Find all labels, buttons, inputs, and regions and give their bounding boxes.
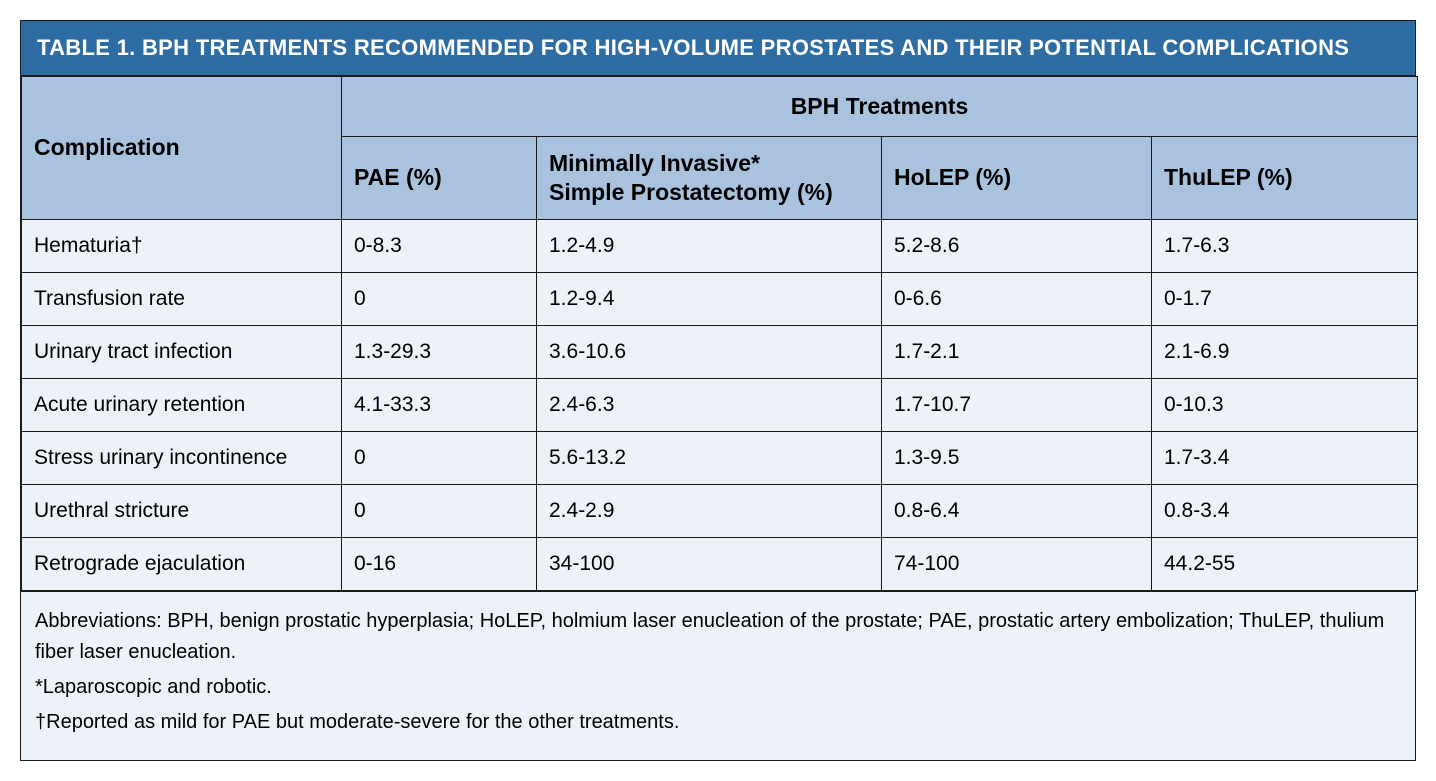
cell-value: 44.2-55 bbox=[1152, 537, 1418, 590]
table-container: TABLE 1. BPH TREATMENTS RECOMMENDED FOR … bbox=[20, 20, 1416, 761]
cell-value: 74-100 bbox=[882, 537, 1152, 590]
cell-value: 0-16 bbox=[342, 537, 537, 590]
header-complication: Complication bbox=[22, 77, 342, 220]
table-row: Stress urinary incontinence 0 5.6-13.2 1… bbox=[22, 431, 1418, 484]
table-body: Hematuria† 0-8.3 1.2-4.9 5.2-8.6 1.7-6.3… bbox=[22, 219, 1418, 590]
header-group-treatments: BPH Treatments bbox=[342, 77, 1418, 137]
table-row: Acute urinary retention 4.1-33.3 2.4-6.3… bbox=[22, 378, 1418, 431]
table-row: Transfusion rate 0 1.2-9.4 0-6.6 0-1.7 bbox=[22, 272, 1418, 325]
header-holep: HoLEP (%) bbox=[882, 137, 1152, 220]
cell-value: 34-100 bbox=[537, 537, 882, 590]
header-misp: Minimally Invasive* Simple Prostatectomy… bbox=[537, 137, 882, 220]
cell-value: 1.7-10.7 bbox=[882, 378, 1152, 431]
cell-value: 0 bbox=[342, 272, 537, 325]
table-row: Urethral stricture 0 2.4-2.9 0.8-6.4 0.8… bbox=[22, 484, 1418, 537]
cell-value: 0.8-6.4 bbox=[882, 484, 1152, 537]
table-row: Hematuria† 0-8.3 1.2-4.9 5.2-8.6 1.7-6.3 bbox=[22, 219, 1418, 272]
bph-table: Complication BPH Treatments PAE (%) Mini… bbox=[21, 76, 1418, 591]
cell-value: 0 bbox=[342, 484, 537, 537]
header-pae: PAE (%) bbox=[342, 137, 537, 220]
cell-value: 0-8.3 bbox=[342, 219, 537, 272]
cell-label: Transfusion rate bbox=[22, 272, 342, 325]
cell-label: Urinary tract infection bbox=[22, 325, 342, 378]
footnotes: Abbreviations: BPH, benign prostatic hyp… bbox=[21, 591, 1415, 760]
cell-value: 0 bbox=[342, 431, 537, 484]
cell-value: 2.4-6.3 bbox=[537, 378, 882, 431]
table-row: Urinary tract infection 1.3-29.3 3.6-10.… bbox=[22, 325, 1418, 378]
cell-value: 0-6.6 bbox=[882, 272, 1152, 325]
cell-label: Stress urinary incontinence bbox=[22, 431, 342, 484]
cell-value: 4.1-33.3 bbox=[342, 378, 537, 431]
header-misp-line2: Simple Prostatectomy (%) bbox=[549, 179, 833, 205]
cell-label: Acute urinary retention bbox=[22, 378, 342, 431]
cell-value: 3.6-10.6 bbox=[537, 325, 882, 378]
footnote-dagger: †Reported as mild for PAE but moderate-s… bbox=[35, 707, 1401, 738]
footnote-abbrev: Abbreviations: BPH, benign prostatic hyp… bbox=[35, 606, 1401, 668]
cell-value: 1.7-2.1 bbox=[882, 325, 1152, 378]
cell-value: 0-1.7 bbox=[1152, 272, 1418, 325]
cell-value: 1.2-4.9 bbox=[537, 219, 882, 272]
cell-value: 1.7-6.3 bbox=[1152, 219, 1418, 272]
header-misp-line1: Minimally Invasive* bbox=[549, 150, 760, 176]
cell-value: 5.2-8.6 bbox=[882, 219, 1152, 272]
table-row: Retrograde ejaculation 0-16 34-100 74-10… bbox=[22, 537, 1418, 590]
cell-label: Retrograde ejaculation bbox=[22, 537, 342, 590]
table-title: TABLE 1. BPH TREATMENTS RECOMMENDED FOR … bbox=[21, 21, 1415, 76]
cell-value: 5.6-13.2 bbox=[537, 431, 882, 484]
header-thulep: ThuLEP (%) bbox=[1152, 137, 1418, 220]
cell-value: 2.1-6.9 bbox=[1152, 325, 1418, 378]
cell-value: 1.2-9.4 bbox=[537, 272, 882, 325]
cell-value: 2.4-2.9 bbox=[537, 484, 882, 537]
cell-value: 1.7-3.4 bbox=[1152, 431, 1418, 484]
cell-value: 1.3-29.3 bbox=[342, 325, 537, 378]
cell-label: Hematuria† bbox=[22, 219, 342, 272]
cell-label: Urethral stricture bbox=[22, 484, 342, 537]
header-row-1: Complication BPH Treatments bbox=[22, 77, 1418, 137]
footnote-star: *Laparoscopic and robotic. bbox=[35, 672, 1401, 703]
cell-value: 0.8-3.4 bbox=[1152, 484, 1418, 537]
cell-value: 0-10.3 bbox=[1152, 378, 1418, 431]
cell-value: 1.3-9.5 bbox=[882, 431, 1152, 484]
